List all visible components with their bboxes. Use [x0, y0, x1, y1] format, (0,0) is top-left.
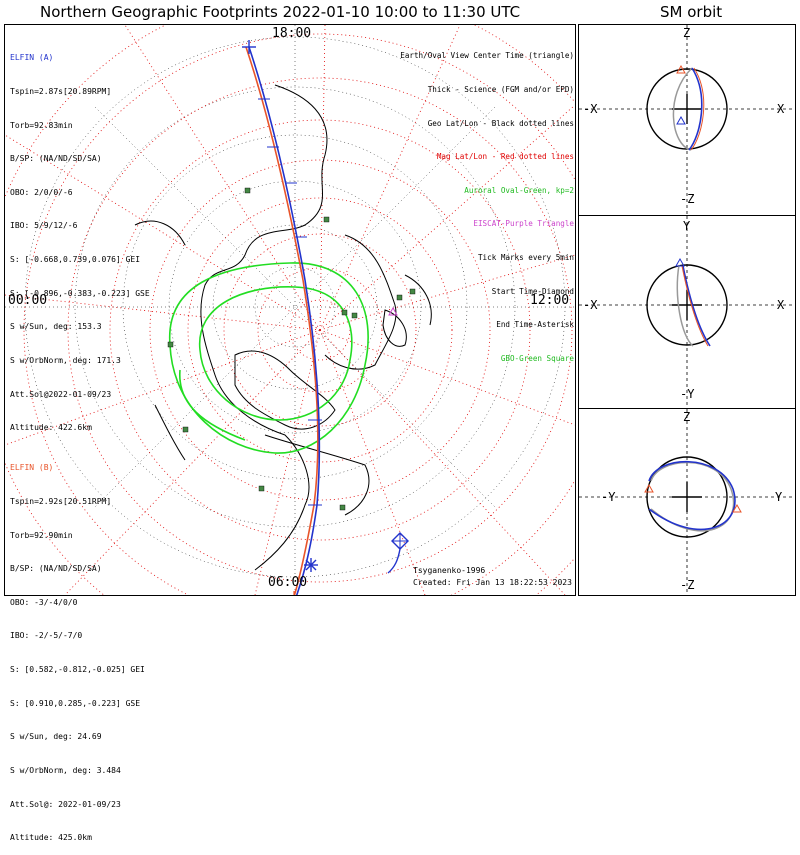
map-canvas — [5, 25, 575, 595]
elfin-a-line: OBO: 2/0/0/-6 — [10, 187, 73, 197]
map-label-left: 00:00 — [8, 293, 48, 308]
sm-xz-left: -X — [583, 102, 598, 116]
elfin-a-name: ELFIN (A) — [10, 53, 54, 63]
elfin-b-line: S w/Sun, deg: 24.69 — [10, 732, 102, 742]
sm-panel-yz-canvas: Z -Z -Y Y — [579, 409, 795, 595]
elfin-b-line: S w/OrbNorm, deg: 3.484 — [10, 765, 121, 775]
elfin-a-line: Tspin=2.87s[20.89RPM] — [10, 87, 112, 97]
legend-item: Geo Lat/Lon - Black dotted lines — [427, 118, 574, 128]
map-label-bottom: 06:00 — [268, 575, 308, 590]
elfin-b-line: Altitude: 425.0km — [10, 833, 92, 843]
model-label: Tsyganenko-1996 — [413, 566, 486, 575]
map-legend: Earth/Oval View Center Time (triangle) T… — [400, 28, 574, 375]
sm-xy-down: -Y — [680, 387, 695, 401]
gbo-squares — [167, 187, 416, 511]
sm-xy-up: Y — [683, 219, 691, 233]
legend-item: Mag Lat/Lon - Red dotted lines — [436, 152, 574, 162]
elfin-b-line: Torb=92.90min — [10, 530, 73, 540]
sm-yz-left: -Y — [601, 490, 616, 504]
elfin-b-line: S: [0.910,0.285,-0.223] GSE — [10, 698, 141, 708]
legend-item: Tick Marks every 5min — [477, 252, 574, 262]
sm-orbit-title: SM orbit — [660, 3, 723, 21]
elfin-a-line: Altitude: 422.6km — [10, 423, 92, 433]
elfin-a-line: Torb=92.83min — [10, 120, 73, 130]
eiscat-triangle — [388, 306, 398, 316]
elfin-b-line: IBO: -2/-5/-7/0 — [10, 631, 83, 641]
sm-panel-xy-canvas: Y -Y -X X — [579, 216, 795, 408]
legend-item: End Time-Asterisk — [496, 320, 574, 330]
sm-xz-down: -Z — [680, 192, 694, 206]
elfin-a-line: S: [-0.896,-0.383,-0.223] GSE — [10, 288, 150, 298]
elfin-b-line: S: [0.582,-0.812,-0.025] GEI — [10, 665, 145, 675]
legend-item: Start Time-Diamond — [491, 286, 574, 296]
sm-panel-yz: Z -Z -Y Y — [578, 408, 796, 596]
sm-xy-left: -X — [583, 298, 598, 312]
elfin-b-line: OBO: -3/-4/0/0 — [10, 597, 78, 607]
legend-item: GBO-Green Square — [500, 353, 574, 363]
map-label-right: 12:00 — [530, 293, 570, 308]
elfin-b-line: Tspin=2.92s[20.51RPM] — [10, 497, 112, 507]
sm-yz-down: -Z — [680, 578, 694, 592]
legend-item: Thick - Science (FGM and/or EPD) — [427, 85, 574, 94]
sm-yz-right: Y — [775, 490, 783, 504]
sm-xz-up: Z — [683, 26, 690, 40]
footprint-map — [4, 24, 576, 596]
elfin-b-track — [245, 46, 319, 595]
legend-item: Auroral Oval-Green, kp=2 — [464, 185, 574, 195]
elfin-b-asterisk — [293, 591, 295, 595]
elfin-a-line: S w/OrbNorm, deg: 171.3 — [10, 355, 121, 365]
geo-grid — [5, 25, 575, 595]
elfin-b-line: Att.Sol@: 2022-01-09/23 — [10, 799, 121, 809]
mag-grid — [5, 25, 575, 595]
sm-panel-xz: Z -Z -X X — [578, 24, 796, 216]
auroral-oval — [169, 262, 369, 454]
map-label-top: 18:00 — [272, 26, 312, 41]
elfin-a-line: IBO: 5/9/12/-6 — [10, 221, 78, 231]
elfin-a-info: ELFIN (A) Tspin=2.87s[20.89RPM] Torb=92.… — [10, 30, 150, 445]
sm-xz-right: X — [777, 102, 785, 116]
sm-panel-xz-canvas: Z -Z -X X — [579, 25, 795, 215]
elfin-a-line: S: [-0.668,0.739,0.076] GEI — [10, 255, 141, 265]
elfin-a-asterisk — [242, 40, 318, 572]
sm-xy-right: X — [777, 298, 785, 312]
elfin-a-line: B/SP: (NA/ND/SD/SA) — [10, 154, 102, 164]
map-title: Northern Geographic Footprints 2022-01-1… — [40, 3, 521, 21]
sm-yz-up: Z — [683, 410, 690, 424]
sm-panel-xy: Y -Y -X X — [578, 215, 796, 409]
legend-item: EISCAT-Purple Triangle — [473, 219, 574, 229]
coastlines — [134, 84, 432, 571]
elfin-b-name: ELFIN (B) — [10, 463, 54, 473]
elfin-b-line: B/SP: (NA/ND/SD/SA) — [10, 564, 102, 574]
elfin-a-track — [248, 46, 321, 595]
elfin-a-ticks — [258, 98, 322, 506]
elfin-a-line: Att.Sol@2022-01-09/23 — [10, 389, 112, 399]
legend-item: Earth/Oval View Center Time (triangle) — [400, 51, 574, 61]
elfin-b-info: ELFIN (B) Tspin=2.92s[20.51RPM] Torb=92.… — [10, 440, 145, 855]
elfin-a-line: S w/Sun, deg: 153.3 — [10, 322, 102, 332]
created-label: Created: Fri Jan 13 18:22:53 2023 — [413, 578, 572, 587]
